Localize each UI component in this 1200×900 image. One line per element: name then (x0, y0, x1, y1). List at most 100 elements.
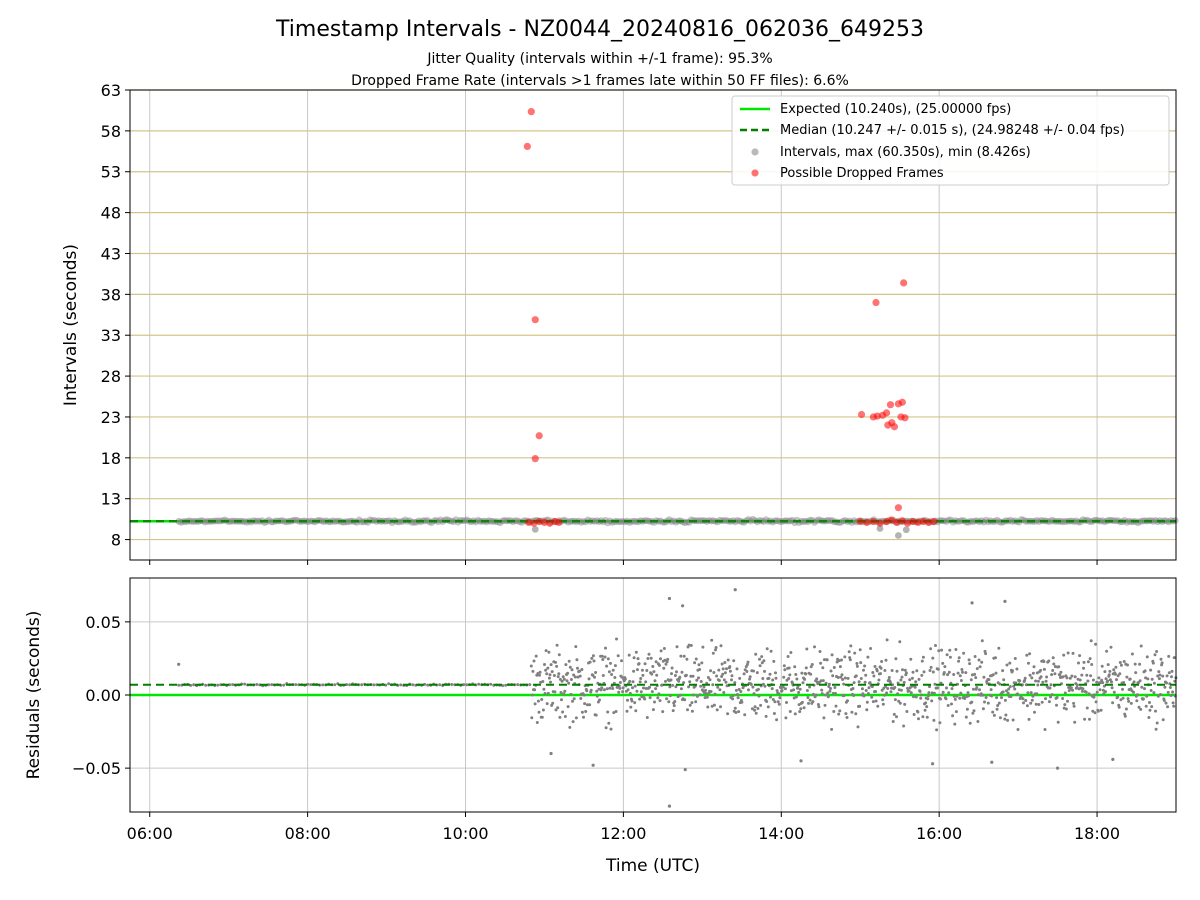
residual-point (1100, 664, 1104, 668)
residual-point (777, 692, 781, 696)
residual-point (946, 673, 950, 677)
residual-point (426, 683, 430, 687)
residual-point (1011, 718, 1015, 722)
residual-point (800, 671, 804, 675)
residual-point (692, 693, 695, 697)
residual-point (821, 666, 825, 670)
residual-point (633, 684, 637, 688)
x-tick-label-5: 16:00 (916, 824, 962, 843)
residual-point (231, 683, 235, 687)
residual-point (953, 722, 957, 726)
residual-point (204, 683, 208, 687)
residual-point (866, 655, 870, 659)
residual-point (885, 691, 889, 695)
residual-point (874, 690, 878, 693)
residual-point (967, 694, 970, 698)
residual-point (1029, 691, 1033, 695)
residual-point (975, 667, 979, 671)
residual-point (1037, 703, 1041, 706)
residual-point (1095, 690, 1099, 694)
residual-point (847, 650, 851, 654)
residual-point (546, 691, 550, 695)
residual-point (1091, 678, 1095, 682)
residual-point (1093, 693, 1096, 697)
residual-point (842, 682, 846, 686)
residual-point (1166, 690, 1170, 694)
residual-point (545, 672, 549, 676)
legend-median-label: Median (10.247 +/- 0.015 s), (24.98248 +… (780, 123, 1125, 138)
residual-point (719, 705, 722, 709)
residual-point (917, 677, 921, 681)
residual-point (941, 661, 945, 665)
chart-title: Timestamp Intervals - NZ0044_20240816_06… (275, 17, 924, 42)
residual-point (883, 669, 887, 672)
interval-point (1061, 518, 1069, 525)
residual-point (1070, 674, 1074, 678)
residual-point (819, 679, 823, 683)
residual-point (679, 654, 683, 658)
residual-point (718, 688, 722, 692)
residual-point (1035, 671, 1039, 675)
interval-point (1022, 517, 1030, 525)
residual-point (1027, 717, 1031, 721)
interval-point (331, 518, 339, 525)
residual-point (698, 668, 702, 671)
residual-point (550, 670, 554, 674)
residual-point (758, 664, 762, 668)
residual-point (730, 678, 733, 682)
residual-point (797, 703, 801, 707)
residual-point (755, 671, 759, 675)
residual-point (554, 660, 557, 664)
residual-point (1143, 687, 1146, 691)
residual-point (852, 681, 856, 685)
residual-point (1106, 679, 1110, 683)
interval-point (1070, 518, 1078, 525)
residual-point (680, 670, 684, 674)
residual-point (748, 675, 752, 679)
residuals-marks (130, 588, 1178, 808)
residual-point (991, 710, 995, 714)
residual-point (776, 700, 780, 704)
residual-point (901, 668, 904, 672)
residual-point (547, 676, 551, 680)
residual-point (1157, 670, 1161, 674)
residual-point (1130, 652, 1134, 656)
residual-point (839, 675, 843, 679)
residual-point (632, 656, 636, 660)
residual-point (1040, 700, 1044, 704)
residual-point (997, 701, 1001, 705)
residual-point (928, 669, 932, 672)
residual-point (691, 674, 695, 678)
residual-point (826, 691, 830, 695)
residual-point (716, 685, 720, 689)
residual-point (572, 673, 576, 677)
residual-point (652, 670, 656, 674)
residual-point (593, 675, 596, 679)
residual-point (1018, 679, 1022, 683)
residual-point (866, 692, 870, 695)
residual-point (697, 676, 700, 680)
residuals-axes: 0.05 0.00 −0.05 06:00 08:00 10:00 12:00 14:00 16… (72, 577, 1177, 843)
residual-point (694, 657, 698, 661)
residual-point (723, 671, 727, 675)
residual-point (557, 653, 561, 657)
residual-point (645, 716, 649, 719)
residual-point (552, 674, 556, 677)
residual-point (613, 676, 617, 679)
residual-point (737, 687, 741, 691)
residual-point (954, 648, 958, 651)
residual-point (709, 669, 713, 673)
interval-point (566, 517, 574, 525)
residual-point (751, 685, 755, 689)
residual-point (827, 682, 831, 686)
interval-point (967, 517, 975, 525)
interval-point (591, 518, 598, 525)
residual-point (1025, 653, 1029, 657)
residual-point (1132, 680, 1136, 684)
residual-point (1051, 669, 1055, 672)
residual-point (920, 673, 924, 677)
residual-point (1016, 692, 1019, 696)
residual-point (760, 655, 764, 659)
residual-point (1169, 694, 1173, 697)
